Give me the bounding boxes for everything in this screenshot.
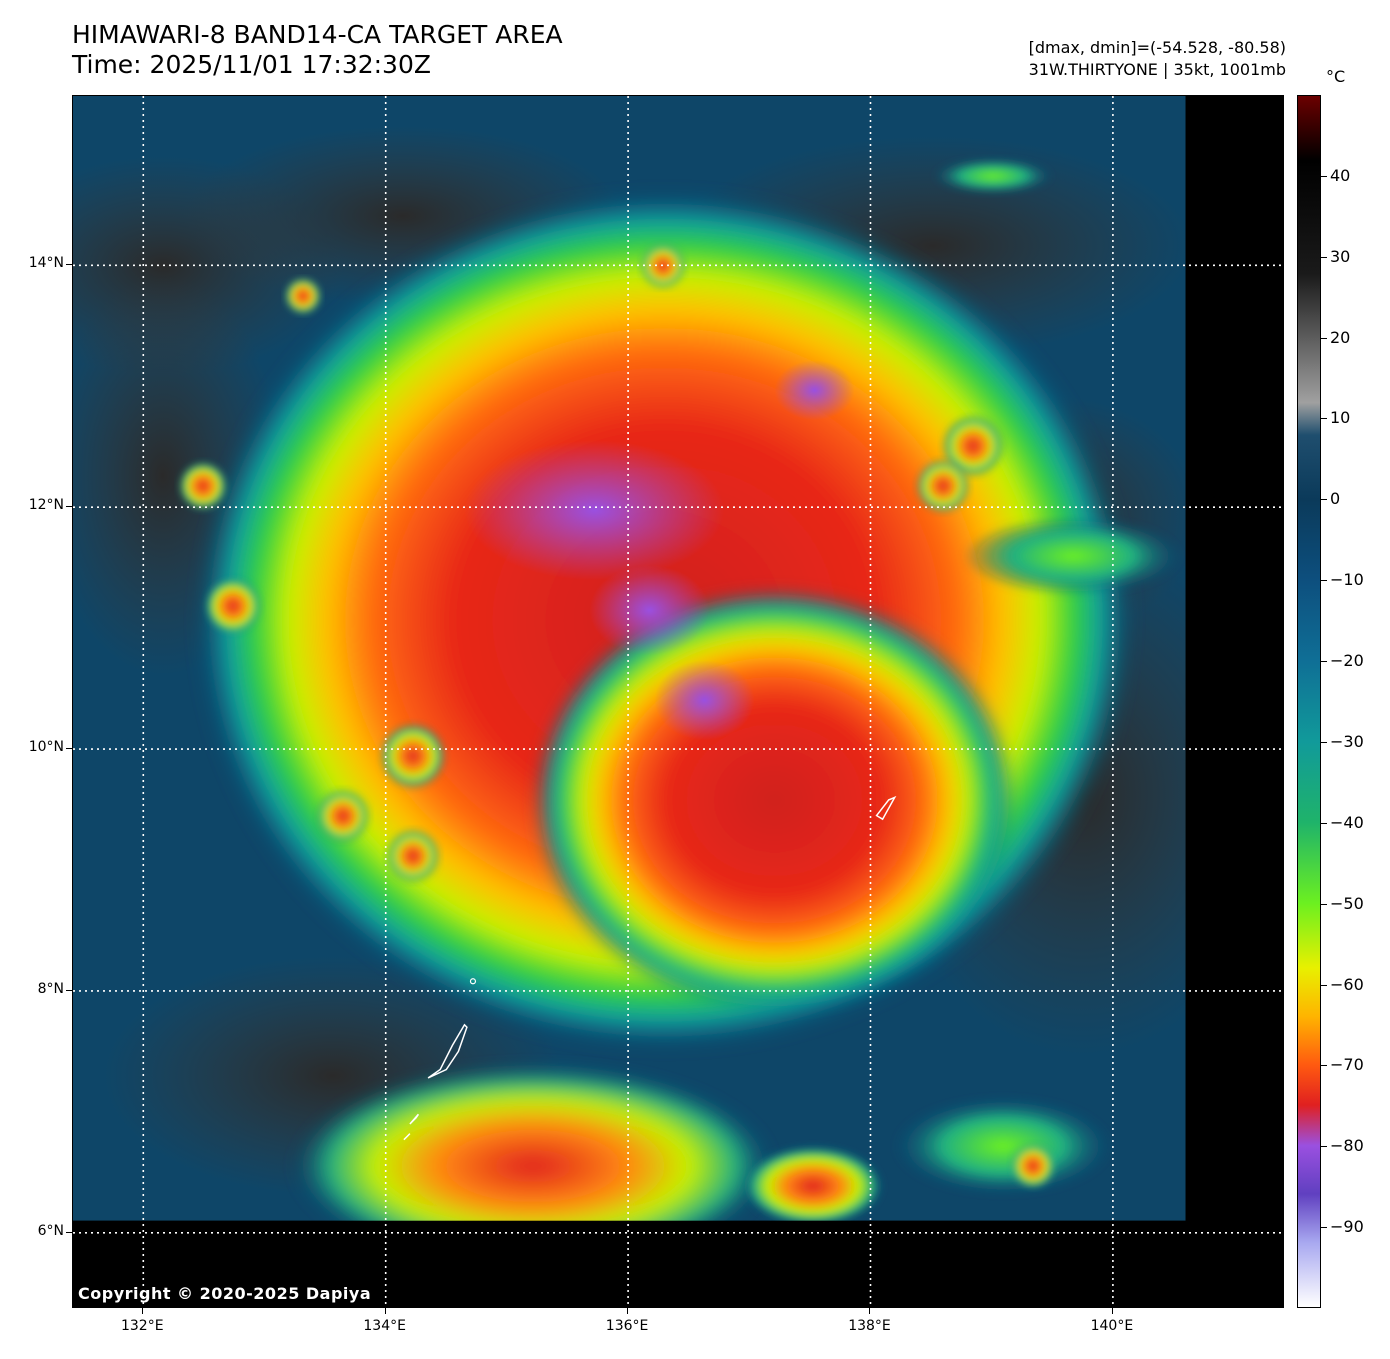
- title-line-2: Time: 2025/11/01 17:32:30Z: [72, 50, 431, 79]
- cold-cloud-top: [774, 360, 855, 421]
- colorbar-tick-label: −80: [1330, 1136, 1364, 1156]
- figure-title: HIMAWARI-8 BAND14-CA TARGET AREA Time: 2…: [72, 20, 563, 80]
- colorbar-tick: [1321, 580, 1327, 582]
- lon-tick: [142, 1308, 144, 1314]
- lon-label: 138°E: [848, 1318, 891, 1334]
- convective-cell: [943, 416, 1003, 476]
- colorbar-tick-label: −90: [1330, 1217, 1364, 1237]
- coastline-island: [469, 978, 477, 985]
- imagery-layer: [73, 96, 1283, 1307]
- convective-cell: [317, 790, 369, 842]
- colorbar-tick: [1321, 499, 1327, 501]
- southern-convection: [893, 1096, 1113, 1196]
- colorbar-tick-label: −30: [1330, 731, 1364, 751]
- colorbar-tick-label: −50: [1330, 893, 1364, 913]
- colorbar-tick: [1321, 984, 1327, 986]
- satellite-map[interactable]: [72, 95, 1284, 1308]
- southern-convection: [743, 1146, 883, 1226]
- colorbar-tick-label: −60: [1330, 974, 1364, 994]
- convective-cell: [381, 724, 445, 788]
- lon-tick: [1111, 1308, 1113, 1314]
- southern-convection: [293, 1066, 773, 1266]
- convective-cell: [285, 278, 321, 314]
- colorbar-tick: [1321, 903, 1327, 905]
- lat-label: 8°N: [37, 980, 64, 997]
- no-data-south: [73, 1220, 1283, 1307]
- colorbar-tick-label: −40: [1330, 812, 1364, 832]
- convective-cell: [205, 578, 261, 634]
- colorbar-tick-label: 40: [1330, 165, 1351, 185]
- lat-label: 12°N: [28, 497, 64, 514]
- map-canvas: [73, 96, 1283, 1307]
- storm-southern-band: [534, 590, 1015, 1011]
- colorbar-tick: [1321, 418, 1327, 420]
- cloud-band: [933, 158, 1053, 194]
- colorbar-tick-label: 20: [1330, 327, 1351, 347]
- gridlines-layer: [73, 96, 1283, 1307]
- colorbar-tick: [1321, 822, 1327, 824]
- lat-label: 10°N: [28, 739, 64, 756]
- colorbar-tick-label: −20: [1330, 651, 1364, 671]
- colorbar-tick-label: 30: [1330, 246, 1351, 266]
- dmax-dmin-text: [dmax, dmin]=(-54.528, -80.58): [1028, 38, 1286, 57]
- lon-tick: [869, 1308, 871, 1314]
- colorbar-tick-label: −70: [1330, 1055, 1364, 1075]
- cold-cloud-top: [464, 440, 725, 581]
- lon-tick: [627, 1308, 629, 1314]
- colorbar-tick: [1321, 661, 1327, 663]
- lat-tick: [66, 506, 72, 508]
- convective-cell: [917, 460, 969, 512]
- cold-cloud-top: [654, 660, 755, 741]
- colorbar: [1297, 95, 1321, 1308]
- title-line-1: HIMAWARI-8 BAND14-CA TARGET AREA: [72, 20, 563, 49]
- lat-tick: [66, 989, 72, 991]
- coastline-yap: [875, 795, 897, 821]
- lat-tick: [66, 748, 72, 750]
- cloud-band: [963, 516, 1183, 596]
- lon-label: 136°E: [605, 1318, 649, 1334]
- lat-label: 14°N: [28, 255, 64, 272]
- copyright-text: Copyright © 2020-2025 Dapiya: [78, 1284, 372, 1303]
- coastline-layer: [403, 795, 897, 1141]
- colorbar-tick: [1321, 1227, 1327, 1229]
- convective-cell: [387, 830, 439, 882]
- colorbar-tick: [1321, 1146, 1327, 1148]
- lon-label: 132°E: [120, 1318, 164, 1334]
- figure-info: [dmax, dmin]=(-54.528, -80.58) 31W.THIRT…: [1029, 37, 1286, 81]
- coastline-island: [403, 1133, 411, 1141]
- colorbar-tick-label: −10: [1330, 570, 1364, 590]
- no-data-east: [1185, 96, 1283, 1307]
- lat-tick: [66, 264, 72, 266]
- colorbar-tick: [1321, 741, 1327, 743]
- lon-label: 140°E: [1090, 1318, 1134, 1334]
- colorbar-tick: [1321, 175, 1327, 177]
- coastline-palau: [427, 1023, 468, 1079]
- colorbar-tick-label: 0: [1330, 489, 1341, 509]
- colorbar-tick: [1321, 1065, 1327, 1067]
- lon-label: 134°E: [363, 1318, 406, 1334]
- storm-info-text: 31W.THIRTYONE | 35kt, 1001mb: [1028, 60, 1286, 79]
- convective-cell: [1011, 1144, 1055, 1188]
- colorbar-tick: [1321, 256, 1327, 258]
- cold-cloud-top: [589, 565, 710, 656]
- colorbar-unit: °C: [1326, 67, 1346, 86]
- lat-label: 6°N: [37, 1222, 64, 1239]
- colorbar-tick-label: 10: [1330, 408, 1351, 428]
- coastline-island: [409, 1113, 420, 1125]
- colorbar-tick: [1321, 337, 1327, 339]
- convective-cell: [179, 462, 227, 510]
- lat-tick: [66, 1231, 72, 1233]
- lon-tick: [384, 1308, 386, 1314]
